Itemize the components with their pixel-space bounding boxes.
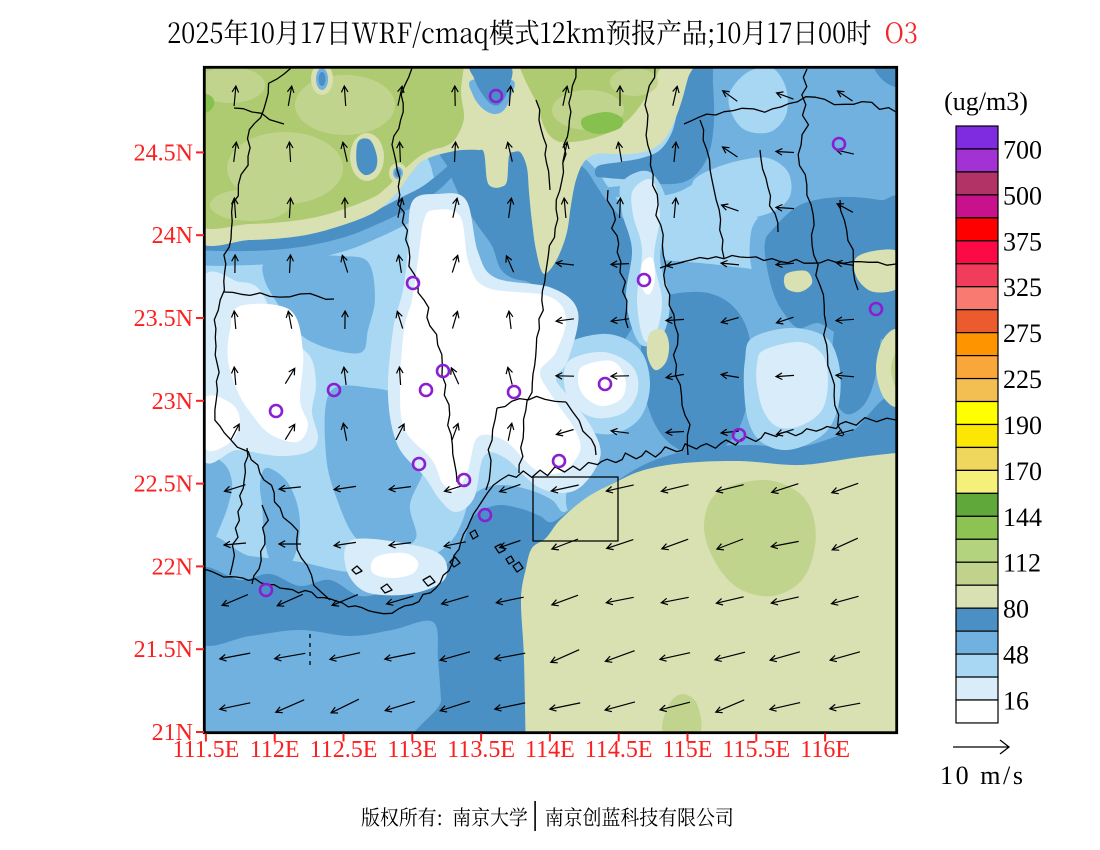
svg-text:22N: 22N bbox=[152, 554, 193, 580]
svg-text:700: 700 bbox=[1003, 136, 1042, 165]
svg-text:23.5N: 23.5N bbox=[134, 306, 193, 332]
svg-text:24N: 24N bbox=[152, 223, 193, 249]
svg-text:225: 225 bbox=[1003, 365, 1042, 394]
svg-text:144: 144 bbox=[1003, 503, 1042, 532]
svg-text:170: 170 bbox=[1003, 457, 1042, 486]
svg-text:22.5N: 22.5N bbox=[134, 472, 193, 498]
svg-text:48: 48 bbox=[1003, 641, 1029, 670]
svg-text:325: 325 bbox=[1003, 273, 1042, 302]
svg-text:10 m/s: 10 m/s bbox=[940, 761, 1023, 790]
svg-text:275: 275 bbox=[1003, 319, 1042, 348]
svg-text:375: 375 bbox=[1003, 227, 1042, 256]
svg-text:190: 190 bbox=[1003, 411, 1042, 440]
svg-text:24.5N: 24.5N bbox=[134, 140, 193, 166]
svg-text:500: 500 bbox=[1003, 181, 1042, 210]
svg-text:23N: 23N bbox=[152, 389, 193, 415]
svg-text:112: 112 bbox=[1003, 549, 1041, 578]
svg-text:16: 16 bbox=[1003, 687, 1029, 716]
svg-text:(ug/m3): (ug/m3) bbox=[944, 87, 1028, 116]
svg-text:21N: 21N bbox=[152, 720, 193, 746]
svg-text:80: 80 bbox=[1003, 595, 1029, 624]
svg-text:21.5N: 21.5N bbox=[134, 637, 193, 663]
